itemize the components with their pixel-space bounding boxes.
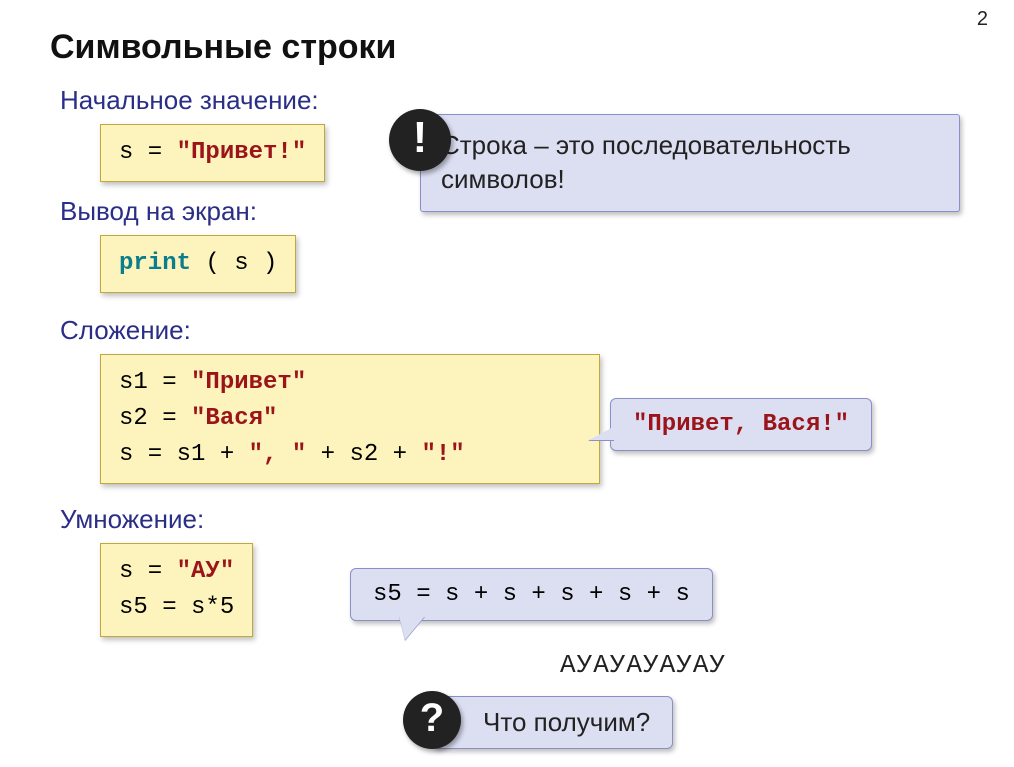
codebox-initial: s = "Привет!" [100,124,325,182]
question-icon: ? [403,691,461,749]
code-keyword: print [119,250,191,277]
codebox-addition: s1 = "Привет" s2 = "Вася" s = s1 + ", " … [100,354,600,484]
callout-result-text: "Привет, Вася!" [633,411,849,438]
code-line: s = "АУ" [119,554,234,590]
slide-container: 2 Символьные строки Начальное значение: … [0,0,1014,767]
callout-addition-result: "Привет, Вася!" [610,398,872,451]
code-text: s = [119,558,177,585]
code-line: s5 = s*5 [119,590,234,626]
speech-tail-icon [589,426,615,440]
code-string: "АУ" [177,558,235,585]
code-text: s1 = [119,369,191,396]
code-text: s5 = s*5 [119,594,234,621]
code-string: "Привет!" [177,139,307,166]
callout-expansion: s5 = s + s + s + s + s [350,568,713,621]
speech-tail-icon [399,616,425,640]
code-string: "Вася" [191,405,277,432]
question-text: Что получим? [483,707,650,737]
code-line: s1 = "Привет" [119,365,581,401]
code-text: + s2 + [306,441,421,468]
callout-definition: ! Строка – это последовательность символ… [420,114,960,212]
codebox-print: print ( s ) [100,235,296,293]
label-addition: Сложение: [60,315,964,346]
label-initial: Начальное значение: [60,85,964,116]
callout-question: ? Что получим? [432,696,673,749]
code-text: s = s1 + [119,441,249,468]
code-line: s2 = "Вася" [119,401,581,437]
code-text: s2 = [119,405,191,432]
exclamation-icon: ! [389,109,451,171]
callout-definition-text: Строка – это последовательность символов… [441,130,851,194]
output-result: АУАУАУАУАУ [560,650,726,680]
callout-expansion-text: s5 = s + s + s + s + s [373,581,690,608]
page-number: 2 [977,8,988,31]
code-line: s = s1 + ", " + s2 + "!" [119,437,581,473]
codebox-multiply: s = "АУ" s5 = s*5 [100,543,253,637]
code-text: s = [119,139,177,166]
code-string: ", " [249,441,307,468]
code-string: "Привет" [191,369,306,396]
label-multiply: Умножение: [60,504,964,535]
code-text: ( s ) [191,250,277,277]
code-string: "!" [421,441,464,468]
slide-title: Символьные строки [50,28,964,67]
